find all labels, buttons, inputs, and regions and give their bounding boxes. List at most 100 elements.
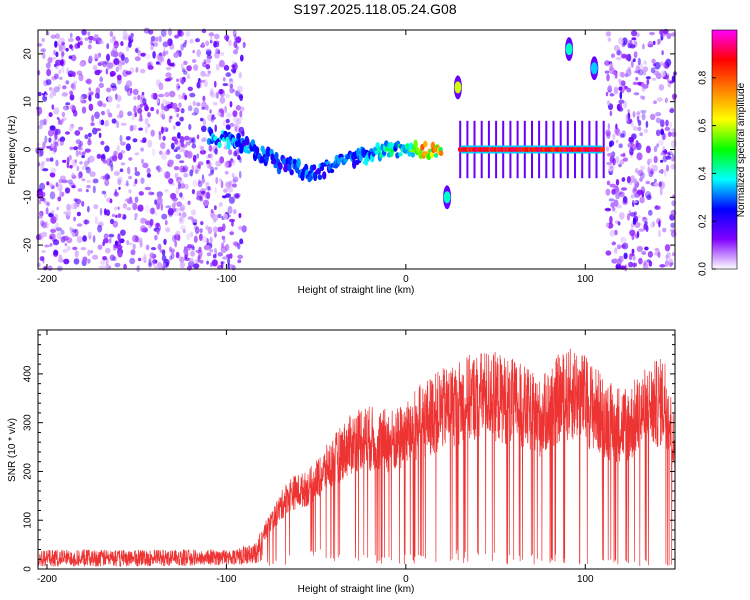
noise-cell bbox=[144, 126, 148, 134]
noise-cell bbox=[161, 103, 164, 111]
noise-cell bbox=[231, 64, 236, 69]
noise-cell bbox=[638, 228, 645, 232]
noise-cell bbox=[633, 178, 638, 185]
noise-cell bbox=[73, 258, 80, 265]
noise-cell bbox=[200, 145, 205, 152]
noise-cell bbox=[134, 56, 141, 62]
y-tick-label: 0 bbox=[23, 566, 34, 572]
noise-cell bbox=[191, 138, 195, 143]
noise-cell bbox=[197, 164, 201, 169]
noise-cell bbox=[236, 37, 241, 44]
noise-cell bbox=[138, 118, 144, 122]
noise-cell bbox=[110, 163, 114, 172]
noise-cell bbox=[84, 134, 89, 140]
signal-cell bbox=[213, 135, 218, 141]
noise-cell bbox=[238, 225, 243, 231]
noise-cell bbox=[242, 41, 246, 49]
noise-cell bbox=[68, 154, 72, 161]
noise-cell bbox=[84, 160, 88, 168]
noise-cell bbox=[77, 188, 83, 192]
noise-cell bbox=[671, 75, 676, 83]
y-tick-label: 200 bbox=[23, 463, 34, 480]
noise-cell bbox=[155, 36, 159, 42]
noise-cell bbox=[220, 51, 225, 57]
noise-cell bbox=[104, 179, 110, 186]
noise-cell bbox=[59, 58, 66, 67]
noise-cell bbox=[61, 111, 66, 118]
noise-cell bbox=[206, 252, 212, 257]
colorbar-ticks: 0.0 0.2 0.4 0.6 0.8 bbox=[698, 70, 716, 276]
noise-cell bbox=[173, 200, 177, 205]
noise-cell bbox=[222, 256, 228, 260]
noise-cell bbox=[232, 110, 238, 117]
noise-cell bbox=[53, 73, 59, 80]
noise-cell bbox=[130, 32, 134, 38]
noise-cell bbox=[54, 213, 59, 221]
noise-cell bbox=[98, 82, 105, 89]
noise-cell bbox=[226, 112, 232, 118]
noise-cell bbox=[200, 188, 207, 194]
noise-cell bbox=[69, 94, 75, 101]
noise-cell bbox=[55, 141, 59, 148]
noise-cell bbox=[77, 41, 81, 49]
noise-cell bbox=[49, 147, 53, 151]
noise-cell bbox=[229, 122, 235, 127]
noise-cell bbox=[147, 139, 153, 148]
noise-cell bbox=[112, 44, 119, 49]
noise-cell bbox=[55, 59, 62, 66]
colorbar-tick-label: 0.0 bbox=[698, 262, 709, 276]
noise-cell bbox=[48, 112, 53, 118]
noise-cell bbox=[642, 43, 645, 50]
noise-cell bbox=[41, 161, 46, 166]
noise-cell bbox=[55, 51, 59, 58]
noise-cell bbox=[604, 207, 612, 212]
noise-cell bbox=[654, 205, 661, 210]
noise-cell bbox=[87, 258, 91, 264]
noise-cell bbox=[649, 168, 654, 173]
noise-cell bbox=[112, 155, 118, 162]
noise-cell bbox=[196, 49, 201, 58]
noise-cell bbox=[196, 190, 203, 198]
noise-cell bbox=[106, 174, 111, 180]
noise-cell bbox=[56, 116, 60, 120]
noise-cell bbox=[127, 166, 131, 175]
noise-cell bbox=[224, 34, 230, 41]
noise-cell bbox=[229, 101, 233, 108]
noise-cell bbox=[207, 226, 213, 235]
noise-cell bbox=[609, 215, 613, 224]
noise-cell bbox=[214, 232, 217, 238]
noise-cell bbox=[57, 138, 63, 142]
noise-cell bbox=[79, 40, 83, 46]
spectrogram-y-label: Frequency (Hz) bbox=[7, 116, 18, 185]
noise-cell bbox=[202, 118, 206, 127]
noise-cell bbox=[217, 226, 224, 233]
noise-cell bbox=[174, 233, 181, 241]
noise-cell bbox=[662, 227, 667, 233]
noise-cell bbox=[611, 241, 616, 246]
noise-cell bbox=[605, 91, 609, 97]
noise-cell bbox=[619, 102, 622, 111]
noise-cell bbox=[66, 203, 71, 211]
noise-cell bbox=[638, 222, 643, 226]
noise-cell bbox=[57, 83, 62, 90]
noise-cell bbox=[143, 253, 147, 260]
noise-cell bbox=[205, 63, 211, 70]
noise-cell bbox=[115, 66, 119, 73]
noise-cell bbox=[182, 165, 189, 173]
noise-cell bbox=[118, 110, 124, 118]
noise-cell bbox=[149, 252, 155, 259]
noise-cell bbox=[199, 228, 203, 234]
noise-cell bbox=[228, 39, 232, 47]
noise-cell bbox=[230, 68, 237, 73]
noise-cell bbox=[231, 179, 237, 184]
colorbar-tick-label: 0.8 bbox=[698, 70, 709, 84]
noise-cell bbox=[618, 99, 625, 104]
noise-cell bbox=[672, 194, 675, 199]
noise-cell bbox=[636, 152, 643, 161]
noise-cell bbox=[73, 110, 78, 117]
noise-cell bbox=[645, 120, 649, 128]
noise-cell bbox=[65, 102, 71, 106]
noise-cell bbox=[141, 256, 148, 262]
noise-cell bbox=[75, 149, 79, 157]
noise-cell bbox=[108, 237, 112, 244]
